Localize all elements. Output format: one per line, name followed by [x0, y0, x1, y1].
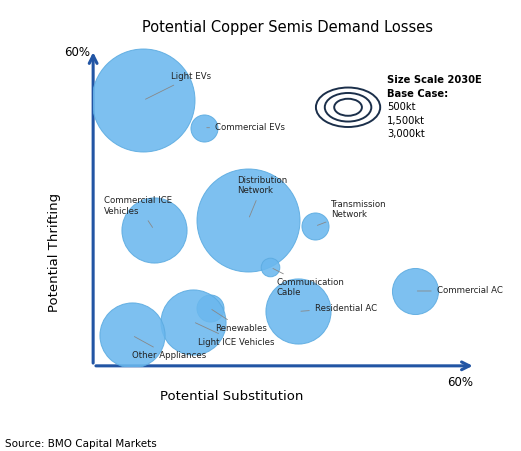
- Text: Base Case:: Base Case:: [387, 89, 448, 99]
- Text: Other Appliances: Other Appliances: [132, 336, 206, 360]
- Text: Potential Thrifting: Potential Thrifting: [48, 193, 61, 312]
- Point: [128, 331, 136, 339]
- Text: Commercial EVs: Commercial EVs: [207, 123, 285, 132]
- Text: Light ICE Vehicles: Light ICE Vehicles: [195, 323, 275, 346]
- Text: Size Scale 2030E: Size Scale 2030E: [387, 75, 481, 85]
- Point: [311, 223, 319, 230]
- Point: [411, 287, 419, 295]
- Text: 1,500kt: 1,500kt: [387, 116, 425, 126]
- Text: 3,000kt: 3,000kt: [387, 129, 425, 139]
- Point: [294, 308, 302, 315]
- Point: [189, 318, 197, 325]
- Text: Communication
Cable: Communication Cable: [273, 268, 344, 297]
- Text: Distribution
Network: Distribution Network: [237, 176, 288, 217]
- Point: [139, 97, 147, 104]
- Text: Renewables: Renewables: [212, 309, 267, 333]
- Text: Light EVs: Light EVs: [145, 72, 211, 99]
- Point: [205, 304, 214, 312]
- Text: Residential AC: Residential AC: [301, 304, 377, 313]
- Point: [150, 226, 158, 233]
- Text: Source: BMO Capital Markets: Source: BMO Capital Markets: [5, 439, 157, 449]
- Point: [266, 263, 275, 271]
- Text: Commercial AC: Commercial AC: [417, 286, 503, 295]
- Title: Potential Copper Semis Demand Losses: Potential Copper Semis Demand Losses: [142, 19, 432, 35]
- Point: [244, 216, 253, 223]
- Point: [200, 124, 208, 131]
- Text: Transmission
Network: Transmission Network: [317, 200, 387, 226]
- Text: Commercial ICE
Vehicles: Commercial ICE Vehicles: [104, 196, 172, 227]
- Text: 60%: 60%: [65, 46, 90, 59]
- Text: Potential Substitution: Potential Substitution: [160, 390, 303, 403]
- Text: 60%: 60%: [446, 376, 473, 389]
- Text: 500kt: 500kt: [387, 102, 415, 112]
